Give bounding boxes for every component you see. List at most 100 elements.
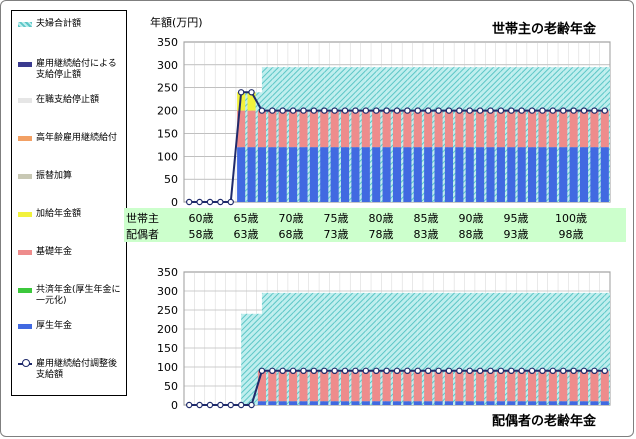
adjusted-payment-marker <box>362 367 370 374</box>
kiso-bar <box>257 370 266 402</box>
adjusted-payment-marker <box>279 107 286 114</box>
legend-swatch <box>18 22 32 27</box>
kosei-bar <box>278 401 287 405</box>
adjusted-payment-marker <box>217 401 224 409</box>
adjusted-payment-marker <box>549 367 557 374</box>
adjusted-payment-marker <box>476 107 484 114</box>
kiso-bar <box>496 110 505 148</box>
kiso-bar <box>392 370 402 402</box>
age-axis-band: 世帯主 配偶者 60歳 65歳 70歳 75歳 80歳 85歳 90歳 95歳 100歳 58歳 6… <box>124 208 626 242</box>
kosei-bar <box>559 401 568 405</box>
kosei-bar <box>486 401 495 405</box>
adjusted-payment-marker <box>206 401 214 409</box>
adjusted-payment-marker <box>362 107 370 114</box>
legend: 夫婦合計額 雇用継続給付による支給停止額 在職支給停止額 高年齢雇用継続給付 振替加算加… <box>11 10 127 396</box>
total-area-segment <box>521 67 533 203</box>
kosei-bar <box>424 147 433 202</box>
total-area-segment <box>376 292 387 405</box>
total-area-segment <box>490 67 501 203</box>
total-area-segment <box>428 67 439 203</box>
total-area-segment <box>563 67 574 203</box>
legend-label: 共済年金(厚生年金に一元化) <box>36 285 121 306</box>
total-area-segment <box>511 67 522 203</box>
kosei-bar <box>392 401 402 405</box>
kosei-bar <box>465 401 474 405</box>
adjusted-payment-marker <box>570 107 577 114</box>
adjusted-payment-marker <box>445 107 453 114</box>
adjusted-payment-marker <box>424 107 432 114</box>
adjusted-payment-marker <box>570 367 577 374</box>
kosei-bar <box>548 147 557 202</box>
total-area-segment <box>345 67 356 203</box>
kosei-bar <box>476 401 485 405</box>
total-area-segment <box>521 292 533 405</box>
total-area-segment <box>542 67 553 203</box>
kiso-bar <box>351 370 360 402</box>
kosei-bar <box>579 147 589 202</box>
adjusted-payment-marker <box>518 367 525 374</box>
wife-age-tick: 68歳 <box>278 228 304 241</box>
adjusted-payment-marker <box>217 198 224 206</box>
kiso-bar <box>465 370 474 402</box>
husband-age-tick: 60歳 <box>188 212 214 225</box>
adjusted-payment-marker <box>445 367 453 374</box>
kiso-bar <box>392 110 402 148</box>
kiso-bar <box>340 110 350 148</box>
adjusted-payment-marker <box>227 198 234 206</box>
total-area-segment <box>272 67 283 203</box>
adjusted-payment-marker <box>373 367 380 374</box>
y-tick-label: 200 <box>157 323 178 336</box>
kosei-bar <box>413 401 422 405</box>
legend-label: 加給年金額 <box>36 209 82 219</box>
adjusted-payment-marker <box>487 107 494 114</box>
kiso-bar <box>424 110 433 148</box>
adjusted-payment-marker <box>539 367 546 374</box>
kiso-bar <box>309 370 318 402</box>
y-tick-label: 250 <box>157 304 178 317</box>
adjusted-payment-marker <box>352 367 359 374</box>
kiso-bar <box>372 110 381 148</box>
adjusted-payment-marker <box>310 367 318 374</box>
total-area-segment <box>282 67 294 203</box>
legend-marker-icon <box>22 359 30 367</box>
kosei-bar <box>403 147 412 202</box>
adjusted-payment-marker <box>185 198 193 206</box>
adjusted-payment-marker <box>237 401 245 409</box>
y-tick-label: 50 <box>164 380 178 393</box>
kiso-bar <box>444 110 454 148</box>
total-area-segment <box>407 292 418 405</box>
adjusted-payment-marker <box>414 107 421 114</box>
kosei-bar <box>444 401 454 405</box>
total-area-segment <box>272 292 283 405</box>
kosei-bar <box>278 147 287 202</box>
adjusted-payment-marker <box>560 367 567 374</box>
total-area-segment <box>511 292 522 405</box>
kosei-bar <box>476 147 485 202</box>
kosei-bar <box>361 401 370 405</box>
kiso-bar <box>237 110 246 148</box>
total-area-segment <box>376 67 387 203</box>
adjusted-payment-marker <box>289 367 297 374</box>
husband-age-tick: 70歳 <box>278 212 304 225</box>
kosei-bar <box>455 147 464 202</box>
kosei-bar <box>361 147 370 202</box>
adjusted-payment-marker <box>601 107 609 114</box>
adjusted-payment-marker <box>279 367 286 374</box>
adjusted-payment-marker <box>560 107 567 114</box>
total-area-segment <box>584 292 595 405</box>
kosei-bar <box>289 401 298 405</box>
legend-swatch <box>18 250 32 255</box>
legend-swatch <box>18 288 32 293</box>
husband-age-tick: 75歳 <box>323 212 349 225</box>
kiso-bar <box>538 370 547 402</box>
total-area-segment <box>584 67 595 203</box>
adjusted-payment-marker <box>248 89 255 96</box>
kosei-bar <box>486 147 495 202</box>
total-area-segment <box>397 67 408 203</box>
y-tick-label: 100 <box>157 361 178 374</box>
adjusted-payment-marker <box>300 367 307 374</box>
y-tick-label: 0 <box>171 196 178 209</box>
y-tick-label: 250 <box>157 82 178 95</box>
total-area-segment <box>428 292 439 405</box>
adjusted-payment-marker <box>549 107 557 114</box>
